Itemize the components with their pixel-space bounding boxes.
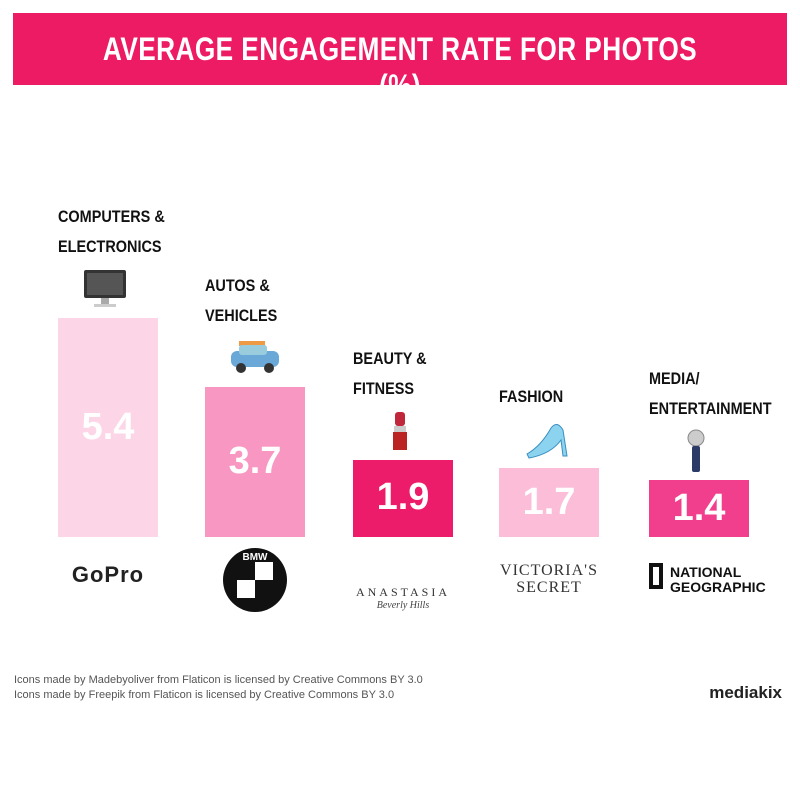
credit: Icons made by Madebyoliver from Flaticon… [14,674,423,686]
brand-logo: VICTORIA'S SECRET [500,562,598,596]
bar: 3.7 [205,386,305,537]
category-icon [393,411,407,450]
category-label: MEDIA/ ENTERTAINMENT [649,369,772,419]
category-icon [687,429,705,473]
value-label: 5.4 [81,405,135,448]
category-icon [231,340,279,373]
brand-subtitle: Beverly Hills [376,600,430,611]
brand-logo: NATIONAL GEOGRAPHIC [670,564,766,595]
source-logo: mediakix [709,683,782,702]
value-label: 1.9 [376,476,430,519]
brand-logo: BMW [223,548,287,612]
brand-frame [649,563,663,589]
category-label: BEAUTY & FITNESS [353,348,427,398]
bar: 1.9 [353,459,453,537]
credit: Icons made by Freepik from Flaticon is l… [14,689,395,701]
bar: 1.4 [649,480,749,537]
value-label: 1.4 [672,486,726,529]
bar: 1.7 [499,468,599,537]
brand-logo: GoPro [71,562,145,587]
title-bar: AVERAGE ENGAGEMENT RATE FOR PHOTOS (%) [13,13,787,104]
brand-logo: ANASTASIA [355,585,451,599]
bar: 5.4 [58,318,158,537]
category-label: FASHION [499,387,564,407]
value-label: 1.7 [522,480,576,523]
category-icon [526,424,568,459]
category-icon [84,270,126,307]
value-label: 3.7 [228,439,282,482]
category-label: COMPUTERS & ELECTRONICS [58,207,165,256]
category-label: AUTOS & VEHICLES [205,275,278,325]
chart-title: AVERAGE ENGAGEMENT RATE FOR PHOTOS (%) [102,31,698,104]
